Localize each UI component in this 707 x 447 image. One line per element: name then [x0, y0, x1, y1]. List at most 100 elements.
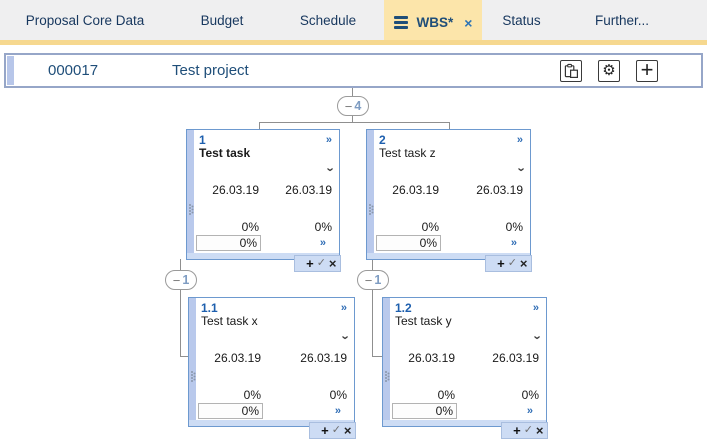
- node-drag-handle[interactable]: [367, 130, 374, 259]
- minus-icon: −: [344, 98, 353, 114]
- tab-label: Budget: [200, 12, 244, 28]
- node-percent-input[interactable]: 0%: [376, 235, 441, 251]
- add-node-button[interactable]: +: [636, 56, 658, 82]
- add-child-icon[interactable]: +: [321, 423, 329, 438]
- tab-label: WBS*: [416, 15, 454, 30]
- drag-dots-icon: [189, 203, 191, 206]
- minus-icon: −: [364, 272, 373, 288]
- node-title[interactable]: Test task z: [379, 146, 436, 160]
- expand-more-icon[interactable]: »: [510, 237, 517, 249]
- node-number: 1.1: [201, 301, 218, 315]
- confirm-icon[interactable]: ✓: [331, 424, 341, 436]
- close-tab-icon[interactable]: ×: [464, 14, 473, 31]
- confirm-icon[interactable]: ✓: [523, 424, 533, 436]
- node-toolbar: + ✓ ×: [500, 422, 548, 439]
- node-percent-right: 0%: [314, 220, 332, 234]
- tab-proposal-core-data[interactable]: Proposal Core Data: [0, 0, 170, 40]
- settings-button[interactable]: ⚙: [598, 59, 620, 82]
- drag-dots-icon: [385, 370, 387, 373]
- drag-dots-icon: [369, 203, 371, 206]
- node2-collapse-pill[interactable]: − 1: [357, 270, 389, 290]
- root-collapse-pill[interactable]: − 4: [337, 96, 369, 116]
- node-start-date: 26.03.19: [408, 351, 455, 365]
- wbs-node-card-2[interactable]: 2 » Test task z › 26.03.19 26.03.19 0% 0…: [366, 129, 532, 272]
- node-title[interactable]: Test task x: [201, 314, 258, 328]
- chevron-down-icon[interactable]: ›: [514, 167, 530, 172]
- expand-details-icon[interactable]: »: [325, 134, 332, 146]
- confirm-icon[interactable]: ✓: [507, 257, 517, 269]
- connector-line: [180, 289, 181, 357]
- connector-line: [372, 356, 383, 357]
- node-percent-input[interactable]: 0%: [392, 403, 457, 419]
- node-percent-input[interactable]: 0%: [196, 235, 261, 251]
- collapse-count: 4: [354, 98, 362, 113]
- node-end-date: 26.03.19: [285, 183, 332, 197]
- chevron-down-icon[interactable]: ›: [323, 167, 339, 172]
- node-number: 1: [199, 133, 206, 147]
- delete-node-icon[interactable]: ×: [328, 256, 337, 271]
- header-toolbar: ⚙ +: [560, 55, 658, 86]
- node-percent-left: 0%: [241, 220, 259, 234]
- header-accent-strip: [7, 56, 14, 85]
- connector-line: [449, 122, 450, 130]
- node-footer-bar: [189, 420, 354, 426]
- node-end-date: 26.03.19: [476, 183, 523, 197]
- node-drag-handle[interactable]: [189, 298, 196, 426]
- project-header-bar: 000017 Test project ⚙ +: [4, 53, 703, 88]
- add-child-icon[interactable]: +: [497, 256, 505, 271]
- node-percent-left: 0%: [437, 388, 455, 402]
- expand-details-icon[interactable]: »: [516, 134, 523, 146]
- expand-more-icon[interactable]: »: [319, 237, 326, 249]
- tab-schedule[interactable]: Schedule: [277, 0, 379, 40]
- node-footer-bar: [367, 253, 530, 259]
- menu-icon[interactable]: [393, 16, 408, 29]
- wbs-node-card-1-1[interactable]: 1.1 » Test task x › 26.03.19 26.03.19 0%…: [188, 297, 356, 439]
- gear-icon: ⚙: [602, 61, 616, 79]
- tab-wbs-active[interactable]: WBS* ×: [384, 0, 482, 45]
- node-percent-left: 0%: [243, 388, 261, 402]
- confirm-icon[interactable]: ✓: [316, 257, 326, 269]
- node-percent-input[interactable]: 0%: [198, 403, 263, 419]
- node-title[interactable]: Test task: [199, 146, 251, 160]
- tab-label: Proposal Core Data: [25, 12, 145, 28]
- project-id: 000017: [48, 62, 99, 79]
- node-footer-bar: [187, 253, 339, 259]
- node-start-date: 26.03.19: [212, 183, 259, 197]
- tab-label: Further...: [594, 12, 650, 28]
- node-drag-handle[interactable]: [383, 298, 390, 426]
- paste-button[interactable]: [560, 59, 582, 82]
- plus-icon: +: [640, 56, 654, 82]
- delete-node-icon[interactable]: ×: [343, 423, 352, 438]
- node-toolbar: + ✓ ×: [293, 255, 341, 272]
- node-title[interactable]: Test task y: [395, 314, 452, 328]
- expand-details-icon[interactable]: »: [340, 302, 347, 314]
- add-child-icon[interactable]: +: [306, 256, 314, 271]
- node-footer-bar: [383, 420, 546, 426]
- add-child-icon[interactable]: +: [513, 423, 521, 438]
- connector-line: [372, 259, 373, 271]
- tab-label: Status: [502, 12, 541, 28]
- chevron-down-icon[interactable]: ›: [530, 335, 546, 340]
- collapse-count: 1: [182, 272, 190, 287]
- wbs-node-card-1-2[interactable]: 1.2 » Test task y › 26.03.19 26.03.19 0%…: [382, 297, 548, 439]
- connector-line: [259, 122, 260, 130]
- tab-status[interactable]: Status: [484, 0, 559, 40]
- tab-further[interactable]: Further...: [561, 0, 683, 40]
- wbs-node-card-1[interactable]: 1 » Test task › 26.03.19 26.03.19 0% 0% …: [186, 129, 341, 272]
- expand-details-icon[interactable]: »: [532, 302, 539, 314]
- connector-line: [372, 289, 373, 357]
- node-percent-right: 0%: [521, 388, 539, 402]
- node-drag-handle[interactable]: [187, 130, 194, 259]
- expand-more-icon[interactable]: »: [526, 405, 533, 417]
- delete-node-icon[interactable]: ×: [519, 256, 528, 271]
- node-percent-left: 0%: [421, 220, 439, 234]
- delete-node-icon[interactable]: ×: [535, 423, 544, 438]
- node-number: 1.2: [395, 301, 412, 315]
- node-start-date: 26.03.19: [392, 183, 439, 197]
- node1-collapse-pill[interactable]: − 1: [165, 270, 197, 290]
- tab-budget[interactable]: Budget: [172, 0, 272, 40]
- chevron-down-icon[interactable]: ›: [338, 335, 354, 340]
- expand-more-icon[interactable]: »: [334, 405, 341, 417]
- connector-line: [352, 115, 353, 123]
- connector-line: [352, 88, 353, 97]
